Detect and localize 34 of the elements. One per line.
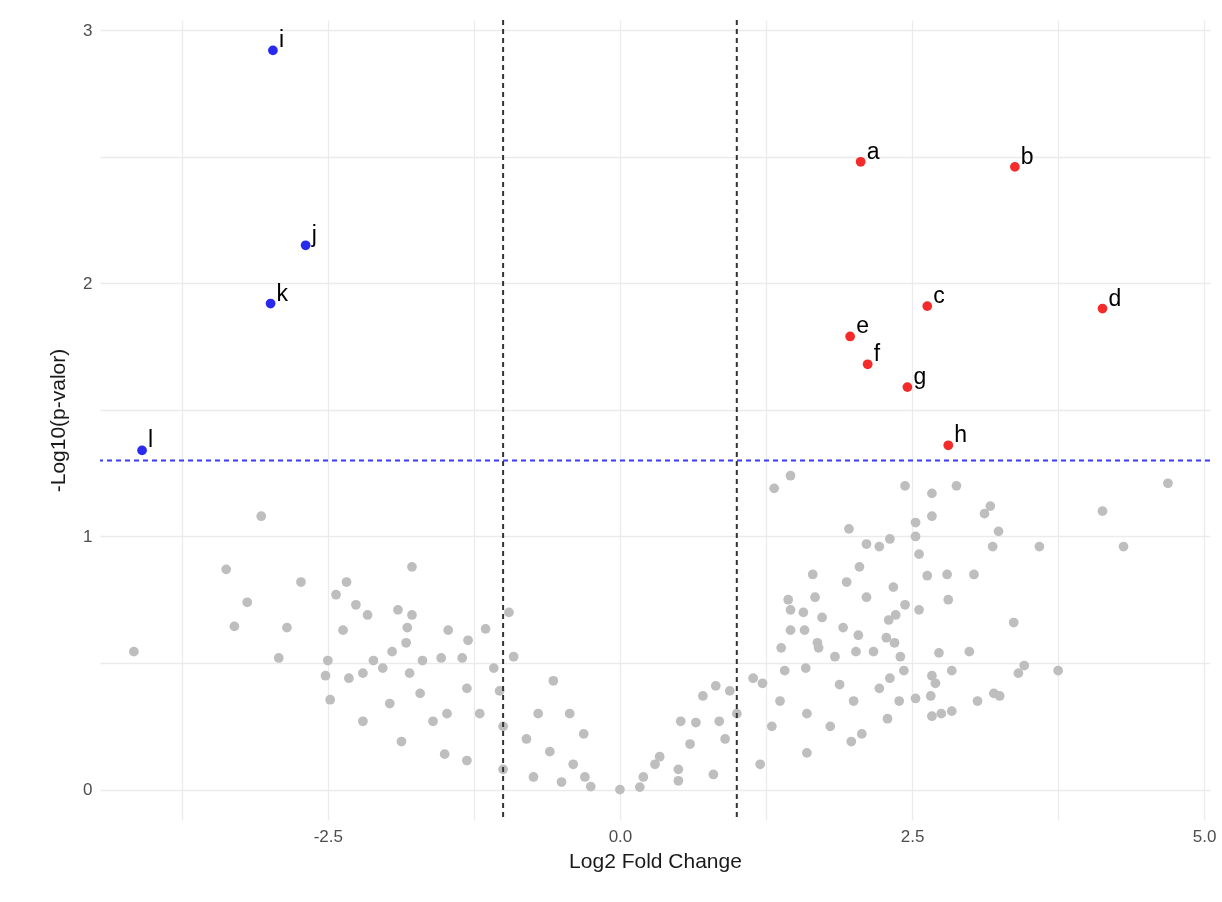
point	[265, 298, 276, 309]
annotation: h	[954, 421, 968, 448]
point	[855, 156, 866, 167]
x-tick-label: 5.0	[1192, 826, 1217, 846]
y-tick-label: 1	[83, 526, 93, 546]
annotation: c	[933, 282, 945, 309]
annotation: l	[148, 426, 154, 453]
y-tick-label: 2	[83, 273, 93, 293]
point	[845, 331, 855, 342]
x-axis-title: Log2 Fold Change	[569, 848, 742, 872]
annotation: a	[866, 137, 880, 164]
annotation: k	[276, 279, 289, 306]
x-tick-label: -2.5	[313, 826, 343, 846]
point	[137, 445, 147, 456]
point	[1010, 161, 1020, 172]
point	[902, 382, 913, 392]
point	[300, 240, 311, 251]
x-tick-label: 0.0	[608, 826, 633, 846]
annotation: i	[278, 26, 285, 53]
point	[268, 45, 278, 56]
y-tick-label: 0	[83, 780, 93, 800]
x-tick-label: 2.5	[900, 826, 925, 846]
point	[943, 440, 954, 451]
point	[922, 301, 933, 311]
annotation: e	[856, 312, 869, 339]
y-tick-label: 3	[83, 20, 93, 40]
point	[1097, 303, 1108, 314]
point	[862, 359, 873, 370]
annotation: d	[1108, 284, 1122, 311]
annotation: g	[913, 363, 927, 390]
annotation: j	[310, 221, 317, 248]
annotation: b	[1020, 142, 1034, 169]
annotation: f	[873, 340, 881, 367]
y-axis-title: -Log10(p-valor)	[46, 348, 70, 493]
